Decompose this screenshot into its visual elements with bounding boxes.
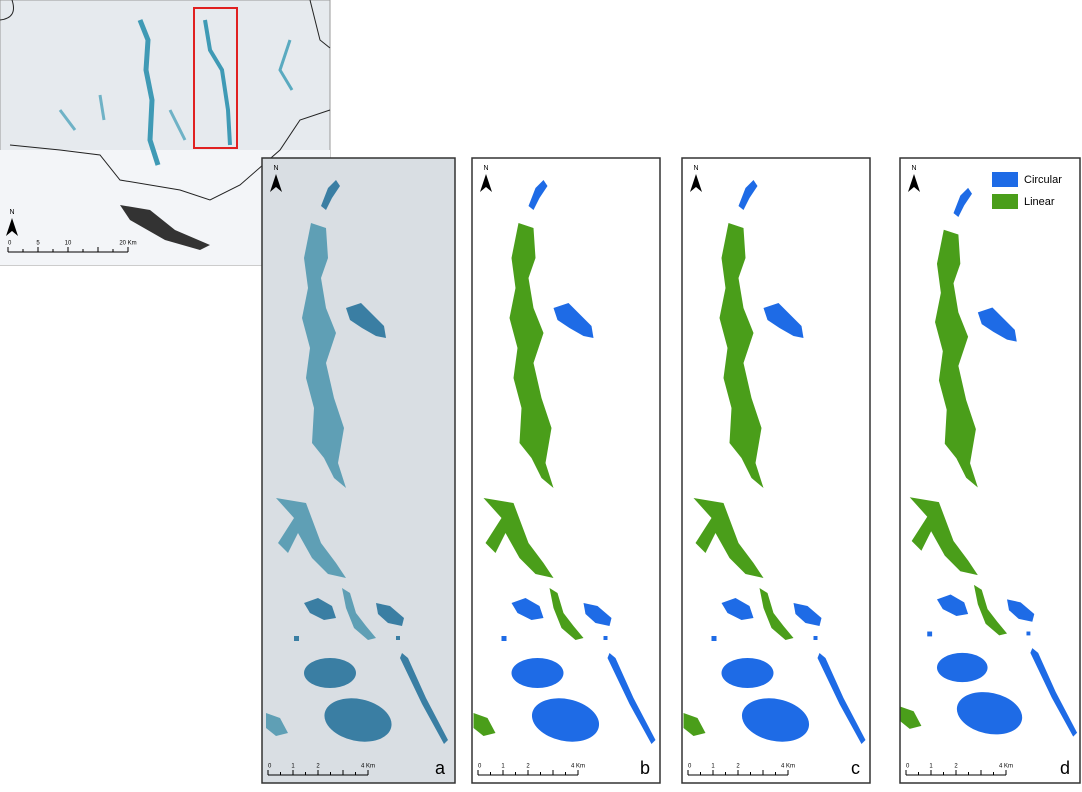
north-label: N	[273, 165, 278, 172]
panel-letter: d	[1060, 758, 1070, 778]
panel-letter: c	[851, 758, 860, 778]
legend-label: Circular	[1024, 174, 1062, 186]
panel-background	[472, 158, 660, 783]
panel-letter: b	[640, 758, 650, 778]
scale-label: 4 Km	[571, 764, 585, 770]
scale-label: 4 Km	[361, 764, 375, 770]
map-panel	[472, 158, 660, 783]
panel-background	[262, 158, 455, 783]
figure: N051020 KmN0124 KmaN0124 KmbN0124 KmcN01…	[0, 0, 1082, 787]
scale-label: 4 Km	[999, 764, 1013, 770]
panel-letter: a	[435, 758, 446, 778]
legend-swatch	[992, 172, 1018, 187]
north-label: N	[693, 165, 698, 172]
map-panel	[682, 158, 870, 783]
map-panel	[262, 158, 455, 783]
scale-label: 20 Km	[119, 241, 136, 247]
scale-label: 4 Km	[781, 764, 795, 770]
map-panel	[900, 158, 1080, 783]
legend-label: Linear	[1024, 196, 1055, 208]
north-label: N	[483, 165, 488, 172]
north-label: N	[911, 165, 916, 172]
north-label: N	[9, 209, 14, 216]
scale-label: 10	[65, 241, 72, 247]
legend-swatch	[992, 194, 1018, 209]
panel-background	[682, 158, 870, 783]
